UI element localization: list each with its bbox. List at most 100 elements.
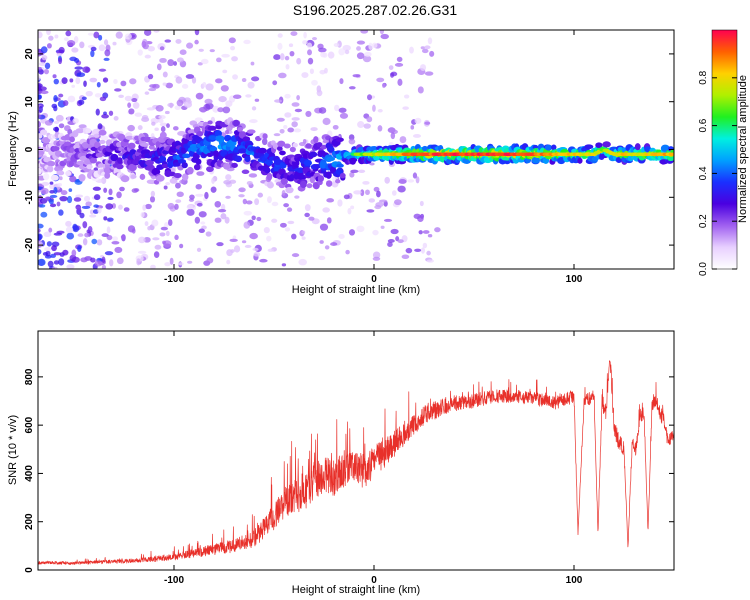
spectrogram-noise-cell	[378, 199, 388, 203]
spectrogram-noise-cell	[150, 264, 156, 269]
spectrogram-noise-cell	[105, 203, 114, 210]
spectrogram-noise-cell	[302, 40, 308, 45]
spectrogram-noise-cell	[284, 55, 290, 61]
y-tick-label: 20	[24, 48, 35, 60]
spectrogram-noise-cell	[204, 98, 213, 105]
spectrogram-noise-cell	[113, 116, 119, 121]
spectrogram-noise-cell	[87, 226, 93, 233]
spectrogram-ridge-cell	[145, 159, 154, 166]
spectrogram-noise-cell	[120, 235, 126, 239]
spectrogram-noise-cell	[72, 225, 80, 233]
spectrogram-noise-cell	[301, 72, 309, 78]
spectrogram-noise-cell	[141, 40, 147, 48]
spectrogram-noise-cell	[196, 171, 205, 176]
spectrogram-noise-cell	[414, 248, 422, 253]
spectrogram-noise-cell	[76, 207, 82, 215]
spectrogram-noise-cell	[54, 34, 59, 39]
spectrogram-noise-cell	[324, 245, 330, 250]
spectrogram-noise-cell	[53, 95, 58, 103]
spectrogram-noise-cell	[38, 114, 41, 119]
spectrogram-noise-cell	[402, 106, 409, 110]
spectrogram-noise-cell	[372, 256, 381, 261]
spectrogram-noise-cell	[179, 179, 185, 184]
spectrogram-noise-cell	[89, 209, 94, 215]
spectrogram-noise-cell	[93, 204, 99, 208]
spectrogram-ridge-cell	[38, 167, 42, 175]
spectrogram-noise-cell	[183, 101, 193, 108]
spectrogram-noise-cell	[123, 207, 130, 212]
spectrogram-noise-cell	[60, 190, 68, 196]
spectrogram-noise-cell	[293, 128, 302, 133]
spectrogram-noise-cell	[49, 203, 57, 208]
spectrogram-noise-cell	[312, 36, 318, 41]
spectrogram-noise-cell	[159, 232, 166, 237]
spectrogram-noise-cell	[56, 52, 63, 57]
spectrogram-noise-cell	[338, 234, 345, 239]
spectrogram-noise-cell	[308, 216, 315, 221]
x-tick-label: -100	[164, 274, 184, 285]
colorbar-tick-label: 0.6	[698, 118, 709, 132]
spectrogram-noise-cell	[290, 31, 298, 36]
spectrogram-noise-cell	[58, 93, 64, 98]
spectrogram-ridge-cell	[128, 163, 137, 172]
spectrogram-ridge-cell	[462, 158, 470, 164]
spectrogram-noise-cell	[144, 221, 149, 227]
spectrogram-noise-cell	[103, 39, 109, 46]
spectrogram-noise-cell	[108, 110, 114, 116]
spectrogram-noise-cell	[83, 195, 91, 202]
spectrogram-ridge-cell	[51, 145, 60, 152]
x-tick-label: 0	[371, 575, 377, 586]
spectrogram-noise-cell	[232, 74, 239, 80]
spectrogram-noise-cell	[426, 250, 431, 256]
spectrogram-ridge-cell	[551, 144, 557, 151]
spectrogram-noise-cell	[397, 239, 404, 244]
y-tick-label: -20	[24, 237, 35, 252]
snr-x-ticks: -100 0 100	[164, 331, 583, 586]
spectrogram-noise-cell	[62, 249, 69, 256]
spectrogram-noise-cell	[221, 53, 230, 58]
spectrogram-noise-cell	[44, 196, 51, 201]
spectrogram-noise-cell	[54, 126, 59, 133]
spectrogram-noise-cell	[73, 197, 82, 202]
spectrogram-noise-cell	[164, 222, 170, 228]
spectrogram-ridge-cell	[266, 181, 274, 189]
spectrogram-noise-cell	[175, 39, 182, 44]
spectrogram-noise-cell	[380, 33, 389, 40]
spectrogram-noise-cell	[271, 218, 278, 223]
spectrogram-noise-cell	[259, 258, 268, 263]
y-tick-label: 0	[24, 567, 35, 573]
spectrogram-noise-cell	[266, 235, 272, 242]
spectrogram-noise-cell	[347, 208, 352, 215]
spectrogram-noise-cell	[115, 31, 123, 39]
spectrogram-noise-cell	[427, 37, 433, 45]
spectrogram-noise-cell	[419, 200, 424, 207]
spectrogram-ridge-cell	[193, 163, 201, 171]
spectrogram-noise-cell	[307, 49, 312, 56]
spectrogram-noise-cell	[166, 123, 170, 128]
spectrogram-noise-cell	[89, 214, 97, 218]
spectrogram-noise-cell	[224, 130, 230, 135]
spectrogram-noise-cell	[387, 241, 393, 247]
spectrogram-noise-cell	[368, 42, 373, 51]
spectrogram-noise-cell	[296, 57, 302, 65]
spectrogram-noise-cell	[66, 195, 73, 204]
snr-frame	[37, 330, 675, 571]
spectrogram-noise-cell	[71, 256, 80, 263]
spectrogram-noise-cell	[365, 189, 370, 196]
spectrogram-noise-cell	[279, 53, 285, 61]
spectrogram-noise-cell	[154, 244, 162, 250]
spectrogram-noise-cell	[339, 112, 349, 119]
spectrogram-ridge-cell	[325, 180, 333, 187]
spectrogram-noise-cell	[85, 90, 93, 97]
spectrogram-noise-cell	[434, 227, 441, 233]
spectrogram-noise-cell	[144, 54, 151, 59]
spectrogram-noise-cell	[360, 189, 365, 197]
spectrogram-noise-cell	[377, 108, 383, 113]
spectrogram-ridge-cell	[306, 183, 313, 189]
y-tick-label: 0	[24, 146, 35, 152]
spectrogram-noise-cell	[79, 212, 85, 219]
spectrogram-noise-cell	[49, 181, 54, 185]
spectrogram-ridge-cell	[75, 128, 85, 134]
spectrogram-noise-cell	[194, 117, 203, 123]
spectrogram-noise-cell	[326, 198, 335, 203]
